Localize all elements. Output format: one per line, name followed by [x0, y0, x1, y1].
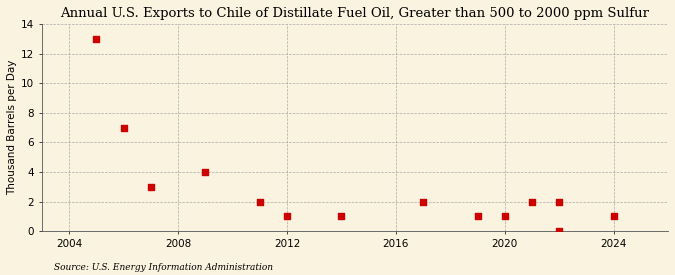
- Point: [554, 229, 564, 233]
- Point: [200, 170, 211, 174]
- Title: Annual U.S. Exports to Chile of Distillate Fuel Oil, Greater than 500 to 2000 pp: Annual U.S. Exports to Chile of Distilla…: [61, 7, 649, 20]
- Point: [91, 37, 102, 41]
- Point: [608, 214, 619, 219]
- Point: [281, 214, 292, 219]
- Point: [336, 214, 347, 219]
- Point: [554, 199, 564, 204]
- Point: [254, 199, 265, 204]
- Point: [146, 185, 157, 189]
- Point: [118, 125, 129, 130]
- Point: [526, 199, 537, 204]
- Point: [500, 214, 510, 219]
- Text: Source: U.S. Energy Information Administration: Source: U.S. Energy Information Administ…: [54, 263, 273, 272]
- Y-axis label: Thousand Barrels per Day: Thousand Barrels per Day: [7, 60, 17, 195]
- Point: [418, 199, 429, 204]
- Point: [472, 214, 483, 219]
